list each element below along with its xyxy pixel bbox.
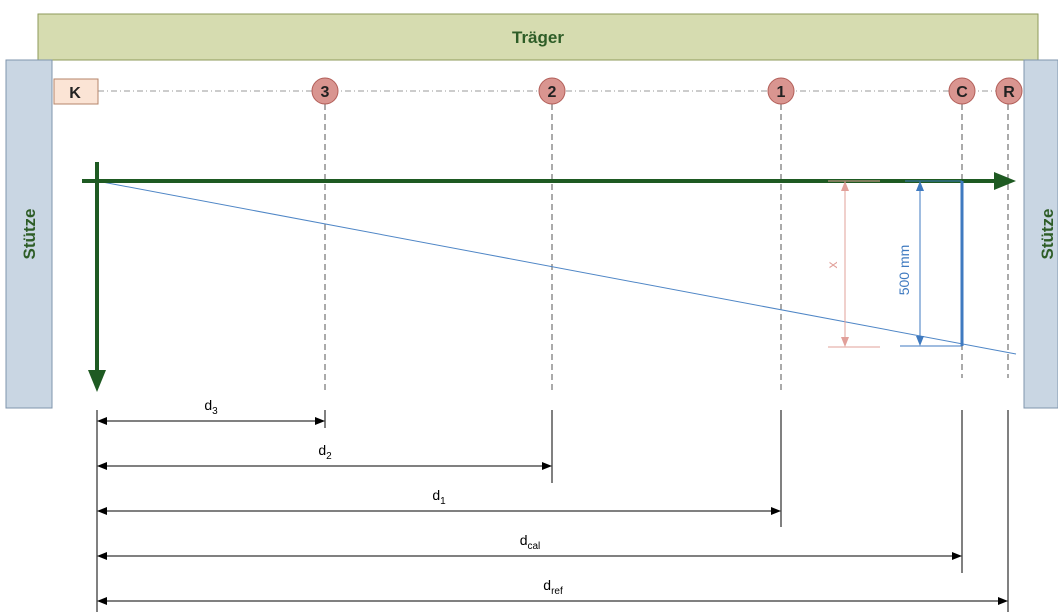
dim-label-d2-sub: 2 — [326, 451, 332, 462]
dim-label-dref-base: d — [543, 577, 551, 593]
coordinate-axes — [82, 162, 1016, 392]
point-c-marker — [948, 77, 976, 105]
reference-box-k-label: K — [69, 85, 81, 102]
dim-label-dcal: dcal — [520, 532, 541, 552]
reference-box-k-body — [53, 78, 99, 105]
dim-label-dcal-base: d — [520, 532, 528, 548]
reference-box-k: K — [53, 78, 99, 105]
x-dimension-label: x — [824, 262, 840, 269]
point-r: R — [995, 77, 1023, 105]
left-support-body — [5, 59, 53, 409]
point-2-label: 2 — [548, 84, 557, 101]
point-c-label: C — [956, 84, 968, 101]
dim-label-d3-base: d — [204, 397, 212, 413]
dim-label-d2-base: d — [318, 442, 326, 458]
right-support-label: Stütze — [1038, 209, 1057, 260]
point-1: 1 — [767, 77, 795, 105]
dim-label-dref-sub: ref — [551, 586, 563, 597]
drop-lines — [324, 104, 1009, 392]
point-1-label: 1 — [777, 84, 786, 101]
dim-label-d3: d3 — [204, 397, 218, 417]
height-dimension: 500 mm — [896, 180, 964, 347]
point-r-label: R — [1003, 84, 1015, 101]
point-1-marker — [767, 77, 795, 105]
dim-label-dref: dref — [543, 577, 563, 597]
right-support-body — [1023, 59, 1058, 409]
sloped-line — [96, 180, 1017, 355]
point-3: 3 — [311, 77, 339, 105]
point-2: 2 — [538, 77, 566, 105]
right-support: Stütze — [1023, 59, 1058, 409]
horizontal-axis-arrowhead — [994, 172, 1016, 190]
point-c: C — [948, 77, 976, 105]
height-dimension-label: 500 mm — [896, 245, 912, 296]
point-r-marker — [995, 77, 1023, 105]
point-3-marker — [311, 77, 339, 105]
point-2-marker — [538, 77, 566, 105]
dim-label-dcal-sub: cal — [528, 541, 541, 552]
beam-label: Träger — [512, 28, 564, 47]
dimension-lines: d3 d2 d1 dcal dref — [96, 397, 1009, 612]
x-dimension: x — [824, 180, 880, 348]
beam: Träger — [37, 13, 1039, 61]
vertical-axis-arrowhead — [88, 370, 106, 392]
measurement-points: 3 2 1 C R — [311, 77, 1023, 105]
dim-label-d1-sub: 1 — [440, 496, 446, 507]
left-support: Stütze — [5, 59, 53, 409]
beam-body — [37, 13, 1039, 61]
dim-label-d1: d1 — [432, 487, 446, 507]
left-support-label: Stütze — [20, 209, 39, 260]
dim-label-d2: d2 — [318, 442, 332, 462]
dim-label-d1-base: d — [432, 487, 440, 503]
dim-label-d3-sub: 3 — [212, 406, 218, 417]
point-3-label: 3 — [321, 84, 330, 101]
